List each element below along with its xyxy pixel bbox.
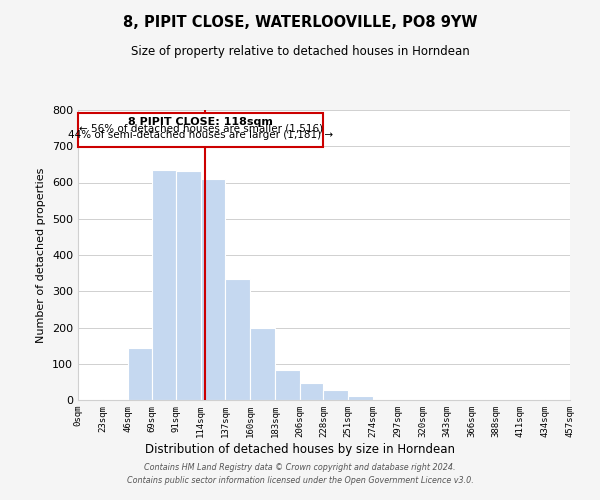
Text: ← 56% of detached houses are smaller (1,516): ← 56% of detached houses are smaller (1,… [79,124,323,134]
Bar [250,328,275,400]
Bar [275,370,300,400]
Bar [226,280,250,400]
Bar [78,112,323,148]
Bar [201,179,226,400]
Text: Distribution of detached houses by size in Horndean: Distribution of detached houses by size … [145,442,455,456]
Text: Contains HM Land Registry data © Crown copyright and database right 2024.
Contai: Contains HM Land Registry data © Crown c… [127,464,473,485]
Text: Size of property relative to detached houses in Horndean: Size of property relative to detached ho… [131,45,469,58]
Text: 8, PIPIT CLOSE, WATERLOOVILLE, PO8 9YW: 8, PIPIT CLOSE, WATERLOOVILLE, PO8 9YW [123,15,477,30]
Text: 8 PIPIT CLOSE: 118sqm: 8 PIPIT CLOSE: 118sqm [128,117,273,127]
Bar [128,348,152,400]
Y-axis label: Number of detached properties: Number of detached properties [37,168,46,342]
Bar [300,384,323,400]
Bar [323,390,348,400]
Bar [152,170,176,400]
Text: 44% of semi-detached houses are larger (1,181) →: 44% of semi-detached houses are larger (… [68,130,333,140]
Bar [176,171,201,400]
Bar [348,396,373,400]
